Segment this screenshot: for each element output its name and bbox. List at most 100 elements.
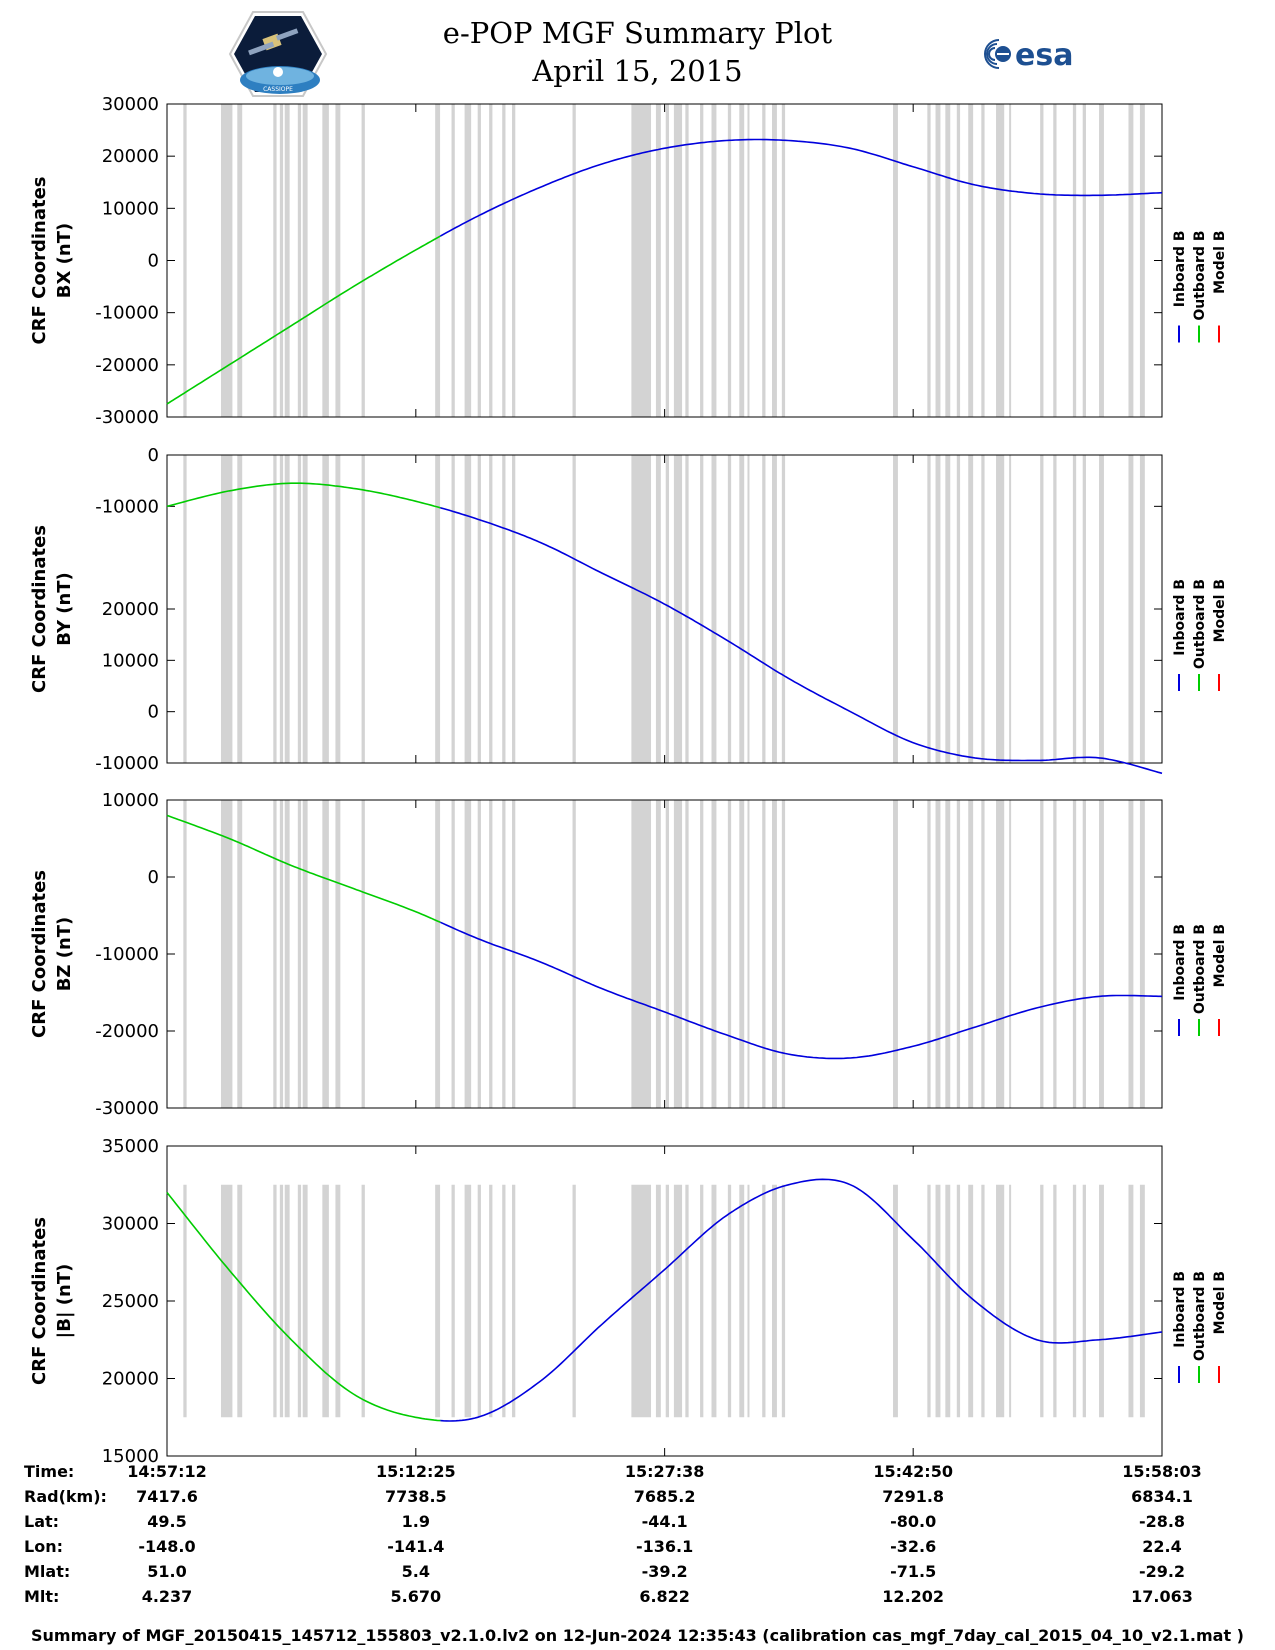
gap-band (655, 1184, 661, 1418)
gap-band (727, 1184, 732, 1418)
info-label: Mlt: (24, 1587, 60, 1606)
gap-band (1009, 800, 1012, 1108)
gap-band (772, 455, 777, 763)
gap-band (435, 1184, 441, 1418)
info-value: 5.670 (390, 1587, 442, 1606)
gap-band (700, 800, 704, 1108)
info-value: 7417.6 (136, 1487, 198, 1506)
info-value: 15:58:03 (1122, 1462, 1202, 1481)
y-axis-label: BY (nT) (54, 572, 75, 646)
gap-band (1128, 104, 1134, 417)
legend-label: Outboard B (1192, 1271, 1208, 1361)
gap-band (361, 1184, 365, 1418)
y-tick-label: -10000 (95, 753, 159, 774)
gap-band (1082, 455, 1086, 763)
plot-title: e-POP MGF Summary Plot April 15, 2015 (0, 14, 1275, 90)
gap-band (435, 455, 441, 763)
gap-band (739, 455, 745, 763)
y-tick-label: 0 (148, 445, 159, 466)
gap-band (945, 800, 951, 1108)
gap-band (302, 455, 308, 763)
y-tick-label: 20000 (102, 599, 159, 620)
gap-band (1072, 800, 1077, 1108)
gap-band (1128, 455, 1134, 763)
gap-band (279, 455, 284, 763)
y-tick-label: 35000 (102, 1136, 159, 1157)
gap-band (700, 1184, 704, 1418)
info-value: 7738.5 (384, 1487, 447, 1506)
y-tick-label: 15000 (102, 1446, 159, 1467)
info-label: Lat: (24, 1512, 60, 1531)
y-tick-label: 10000 (102, 650, 159, 671)
gap-band (665, 104, 669, 417)
gap-band (935, 455, 941, 763)
gap-band (711, 1184, 717, 1418)
gap-band (981, 1184, 985, 1418)
gap-band (1099, 104, 1104, 417)
mission-logo: CASSIOPE (228, 11, 328, 97)
gap-band (1009, 1184, 1012, 1418)
gap-band (489, 800, 493, 1108)
info-label: Mlat: (24, 1562, 71, 1581)
gap-band (739, 104, 745, 417)
gap-band (464, 800, 472, 1108)
y-tick-label: -10000 (95, 303, 159, 324)
y-tick-label: 10000 (102, 790, 159, 811)
gap-band (665, 800, 669, 1108)
y-tick-label: 0 (148, 867, 159, 888)
y-axis-label: BX (nT) (54, 223, 75, 298)
gap-band (284, 1184, 290, 1418)
legend: Inboard B Outboard B Model B (1172, 1271, 1228, 1383)
gap-band (673, 1184, 683, 1418)
series-outboard-b (166, 1191, 441, 1422)
info-row-mlt: Mlt: 4.237 5.670 6.822 12.202 17.063 (0, 1587, 1275, 1611)
plot-frame (166, 454, 1163, 764)
y-axis-label: CRF Coordinates (29, 870, 50, 1038)
gap-band (273, 455, 277, 763)
gap-band (1128, 1184, 1134, 1418)
gap-band (762, 800, 766, 1108)
gap-band (968, 455, 974, 763)
gap-band (956, 104, 961, 417)
gap-band (322, 455, 329, 763)
summary-footer: Summary of MGF_20150415_145712_155803_v2… (31, 1626, 1244, 1645)
gap-band (1040, 800, 1044, 1108)
legend-label: Model B (1212, 579, 1228, 642)
legend-label: Outboard B (1192, 579, 1208, 669)
gap-band (1128, 800, 1134, 1108)
gap-band (981, 455, 985, 763)
legend: Inboard B Outboard B Model B (1172, 924, 1228, 1036)
gap-band (361, 455, 365, 763)
gap-band (489, 455, 493, 763)
gap-band (502, 455, 506, 763)
info-value: -39.2 (641, 1562, 688, 1581)
gap-band (781, 1184, 786, 1418)
gap-band (673, 800, 683, 1108)
gap-band (237, 1184, 243, 1418)
gap-band (981, 104, 985, 417)
info-row-mlat: Mlat: 51.0 5.4 -39.2 -71.5 -29.2 (0, 1562, 1275, 1586)
gap-band (747, 455, 750, 763)
gap-band (772, 104, 777, 417)
gap-band (183, 1184, 187, 1418)
gap-band (502, 800, 506, 1108)
y-axis-label: BZ (nT) (54, 917, 75, 992)
gap-band (1072, 1184, 1077, 1418)
gap-band (1053, 800, 1057, 1108)
gap-band (220, 104, 233, 417)
info-row-lat: Lat: 49.5 1.9 -44.1 -80.0 -28.8 (0, 1512, 1275, 1536)
series-inboard-b (440, 1178, 1163, 1422)
title-line-2: April 15, 2015 (532, 54, 743, 88)
gap-band (1009, 104, 1012, 417)
gap-band (284, 800, 290, 1108)
gap-band (700, 455, 704, 763)
gap-band (700, 104, 704, 417)
legend-label: Model B (1212, 924, 1228, 987)
panel-by: 0 -10000 20000 10000 0 -10000 CRF Coordinates B… (29, 445, 1228, 775)
y-axis-label: |B| (nT) (54, 1264, 75, 1339)
gap-band (762, 104, 766, 417)
plot-frame (166, 1145, 1163, 1457)
gap-band (1082, 1184, 1086, 1418)
gap-band (220, 1184, 233, 1418)
plot-frame (166, 799, 1163, 1109)
